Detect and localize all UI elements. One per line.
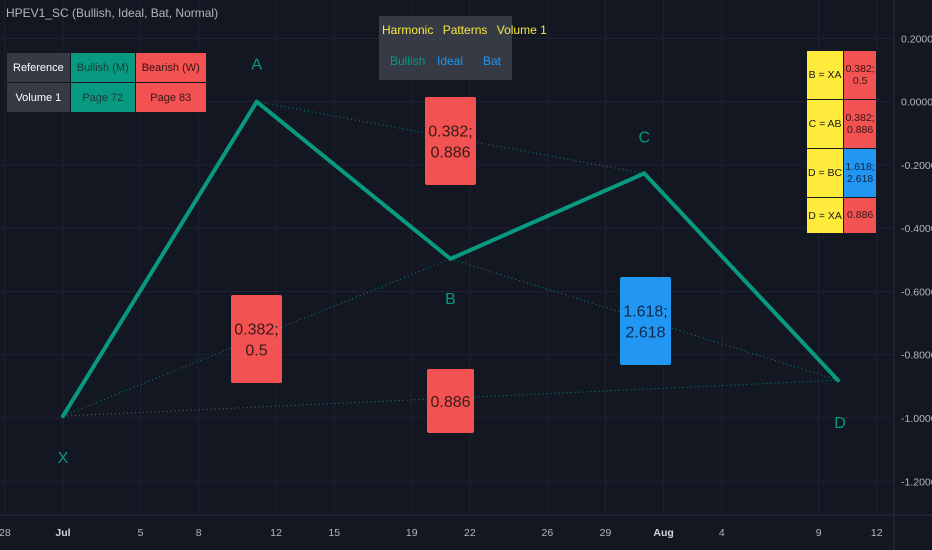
ratio-box-xb [231, 295, 282, 383]
pattern-legs [61, 99, 840, 419]
x-tick-label: 9 [816, 527, 822, 539]
y-tick-label: -0.2000 [901, 160, 932, 172]
ratio-value-line: 0.382; [845, 111, 875, 124]
reference-row: Reference Bullish (M) Bearish (W) [6, 52, 207, 83]
x-tick-label: Aug [653, 527, 673, 539]
x-tick-label: 22 [464, 527, 476, 539]
x-axis: 28 Jul 5 8 12 15 19 22 26 29 Aug 4 9 12 [0, 514, 932, 539]
ratio-box-xd [427, 369, 474, 433]
indicator-title[interactable]: HPEV1_SC (Bullish, Ideal, Bat, Normal) [6, 6, 219, 20]
point-label-d: D [834, 415, 846, 432]
x-tick-label: 5 [138, 527, 144, 539]
ratio-value-d-bc: 1.618; 2.618 [843, 148, 878, 198]
x-tick-label: 12 [871, 527, 883, 539]
ratio-labels: 0.382; 0.5 0.382; 0.886 1.618; 2.618 0.886 [231, 97, 671, 433]
ratio-value-line: 0.382; [845, 62, 875, 75]
ratio-label-d-xa: D = XA [805, 197, 845, 234]
point-label-a: A [251, 57, 262, 74]
x-tick-label: 19 [406, 527, 418, 539]
ratio-label-d-bc: D = BC [805, 148, 845, 198]
guide-line-ac [256, 101, 645, 174]
guide-line-xb [62, 258, 451, 417]
pattern-leg-xa [61, 99, 259, 419]
point-label-c: C [638, 129, 650, 146]
pattern-leg-bc [448, 171, 647, 261]
y-tick-label: -0.4000 [901, 223, 932, 235]
ratio-table: B = XA 0.382; 0.5 C = AB 0.382; 0.886 D … [805, 50, 878, 234]
ratio-text-xb: 0.382; [234, 322, 278, 339]
ratio-value-d-xa: 0.886 [843, 197, 878, 234]
reference-table: Reference Bullish (M) Bearish (W) Volume… [6, 52, 207, 113]
y-tick-label: 0.0000 [901, 97, 932, 109]
y-tick-label: -1.0000 [901, 413, 932, 425]
ratio-text-xd: 0.886 [430, 394, 470, 411]
point-labels: X A B C D [58, 57, 846, 467]
ratio-text-ac: 0.382; [428, 124, 472, 141]
x-tick-label: 15 [328, 527, 340, 539]
direction-value: Bullish [390, 54, 426, 68]
point-label-b: B [445, 291, 456, 308]
ratio-text-xb: 0.5 [245, 343, 267, 360]
ratio-row-c-ab: C = AB 0.382; 0.886 [805, 99, 878, 149]
pattern-value: Bat [483, 54, 502, 68]
ratio-value-c-ab: 0.382; 0.886 [843, 99, 878, 149]
ratio-value-line: 0.886 [847, 124, 874, 136]
ratio-row-d-bc: D = BC 1.618; 2.618 [805, 148, 878, 198]
panel-title-harmonic: Harmonic [382, 23, 434, 37]
panel-title-volume: Volume 1 [496, 23, 547, 37]
pattern-info-panel: Harmonic Patterns Volume 1 Bullish Ideal… [379, 16, 547, 80]
bullish-cell: Bullish (M) [69, 52, 136, 83]
point-label-x: X [58, 450, 69, 467]
ratio-value-line: 0.886 [847, 209, 874, 222]
y-tick-label: -0.6000 [901, 286, 932, 298]
x-tick-label: 12 [270, 527, 282, 539]
x-tick-label: 26 [542, 527, 554, 539]
ratio-text-bd: 2.618 [625, 325, 665, 342]
ratio-value-line: 0.5 [852, 75, 868, 87]
pattern-leg-cd [642, 171, 840, 383]
x-tick-label: 28 [0, 527, 11, 539]
x-tick-label: 4 [719, 527, 725, 539]
ratio-row-b-xa: B = XA 0.382; 0.5 [805, 50, 878, 100]
y-tick-label: -1.2000 [901, 476, 932, 488]
x-tick-label: 8 [196, 527, 202, 539]
bearish-page-cell: Page 83 [134, 82, 207, 113]
ratio-value-b-xa: 0.382; 0.5 [843, 50, 878, 100]
y-axis: 0.2000 0.0000 -0.2000 -0.4000 -0.6000 -0.8000… [893, 0, 932, 550]
mode-value: Ideal [437, 54, 464, 68]
bearish-cell: Bearish (W) [134, 52, 207, 83]
reference-header: Reference [6, 52, 71, 83]
ratio-box-bd [620, 277, 671, 365]
ratio-value-line: 2.618 [847, 173, 874, 185]
ratio-text-ac: 0.886 [430, 145, 470, 162]
pattern-leg-ab [254, 99, 453, 261]
ratio-label-c-ab: C = AB [805, 99, 845, 149]
ratio-text-bd: 1.618; [623, 304, 667, 321]
volume-row: Volume 1 Page 72 Page 83 [6, 82, 207, 113]
y-tick-label: -0.8000 [901, 350, 932, 362]
bullish-page-cell: Page 72 [69, 82, 136, 113]
ratio-label-b-xa: B = XA [805, 50, 845, 100]
ratio-row-d-xa: D = XA 0.886 [805, 197, 878, 234]
guide-lines [62, 101, 839, 417]
volume-header: Volume 1 [6, 82, 71, 113]
x-tick-label: Jul [55, 527, 70, 539]
ratio-box-ac [425, 97, 476, 185]
ratio-value-line: 1.618; [845, 160, 875, 173]
panel-title: Harmonic Patterns Volume 1 [379, 23, 547, 37]
panel-title-patterns: Patterns [442, 23, 488, 37]
x-tick-label: 29 [600, 527, 612, 539]
y-tick-label: 0.2000 [901, 33, 932, 45]
